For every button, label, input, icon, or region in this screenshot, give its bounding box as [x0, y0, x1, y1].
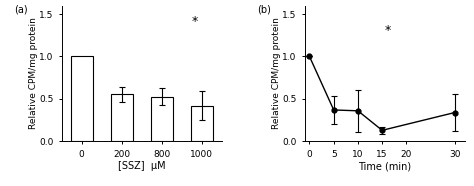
Bar	[191, 106, 212, 141]
Y-axis label: Relative CPM/mg protein: Relative CPM/mg protein	[272, 17, 281, 129]
Bar	[151, 97, 173, 141]
Text: *: *	[191, 15, 198, 28]
X-axis label: Time (min): Time (min)	[358, 161, 411, 171]
Text: (a): (a)	[14, 4, 27, 14]
Bar	[71, 57, 92, 141]
Bar	[110, 94, 133, 141]
Text: (b): (b)	[257, 4, 271, 14]
Y-axis label: Relative CPM/mg protein: Relative CPM/mg protein	[28, 17, 37, 129]
X-axis label: [SSZ]  μM: [SSZ] μM	[118, 161, 165, 171]
Text: *: *	[385, 23, 391, 36]
